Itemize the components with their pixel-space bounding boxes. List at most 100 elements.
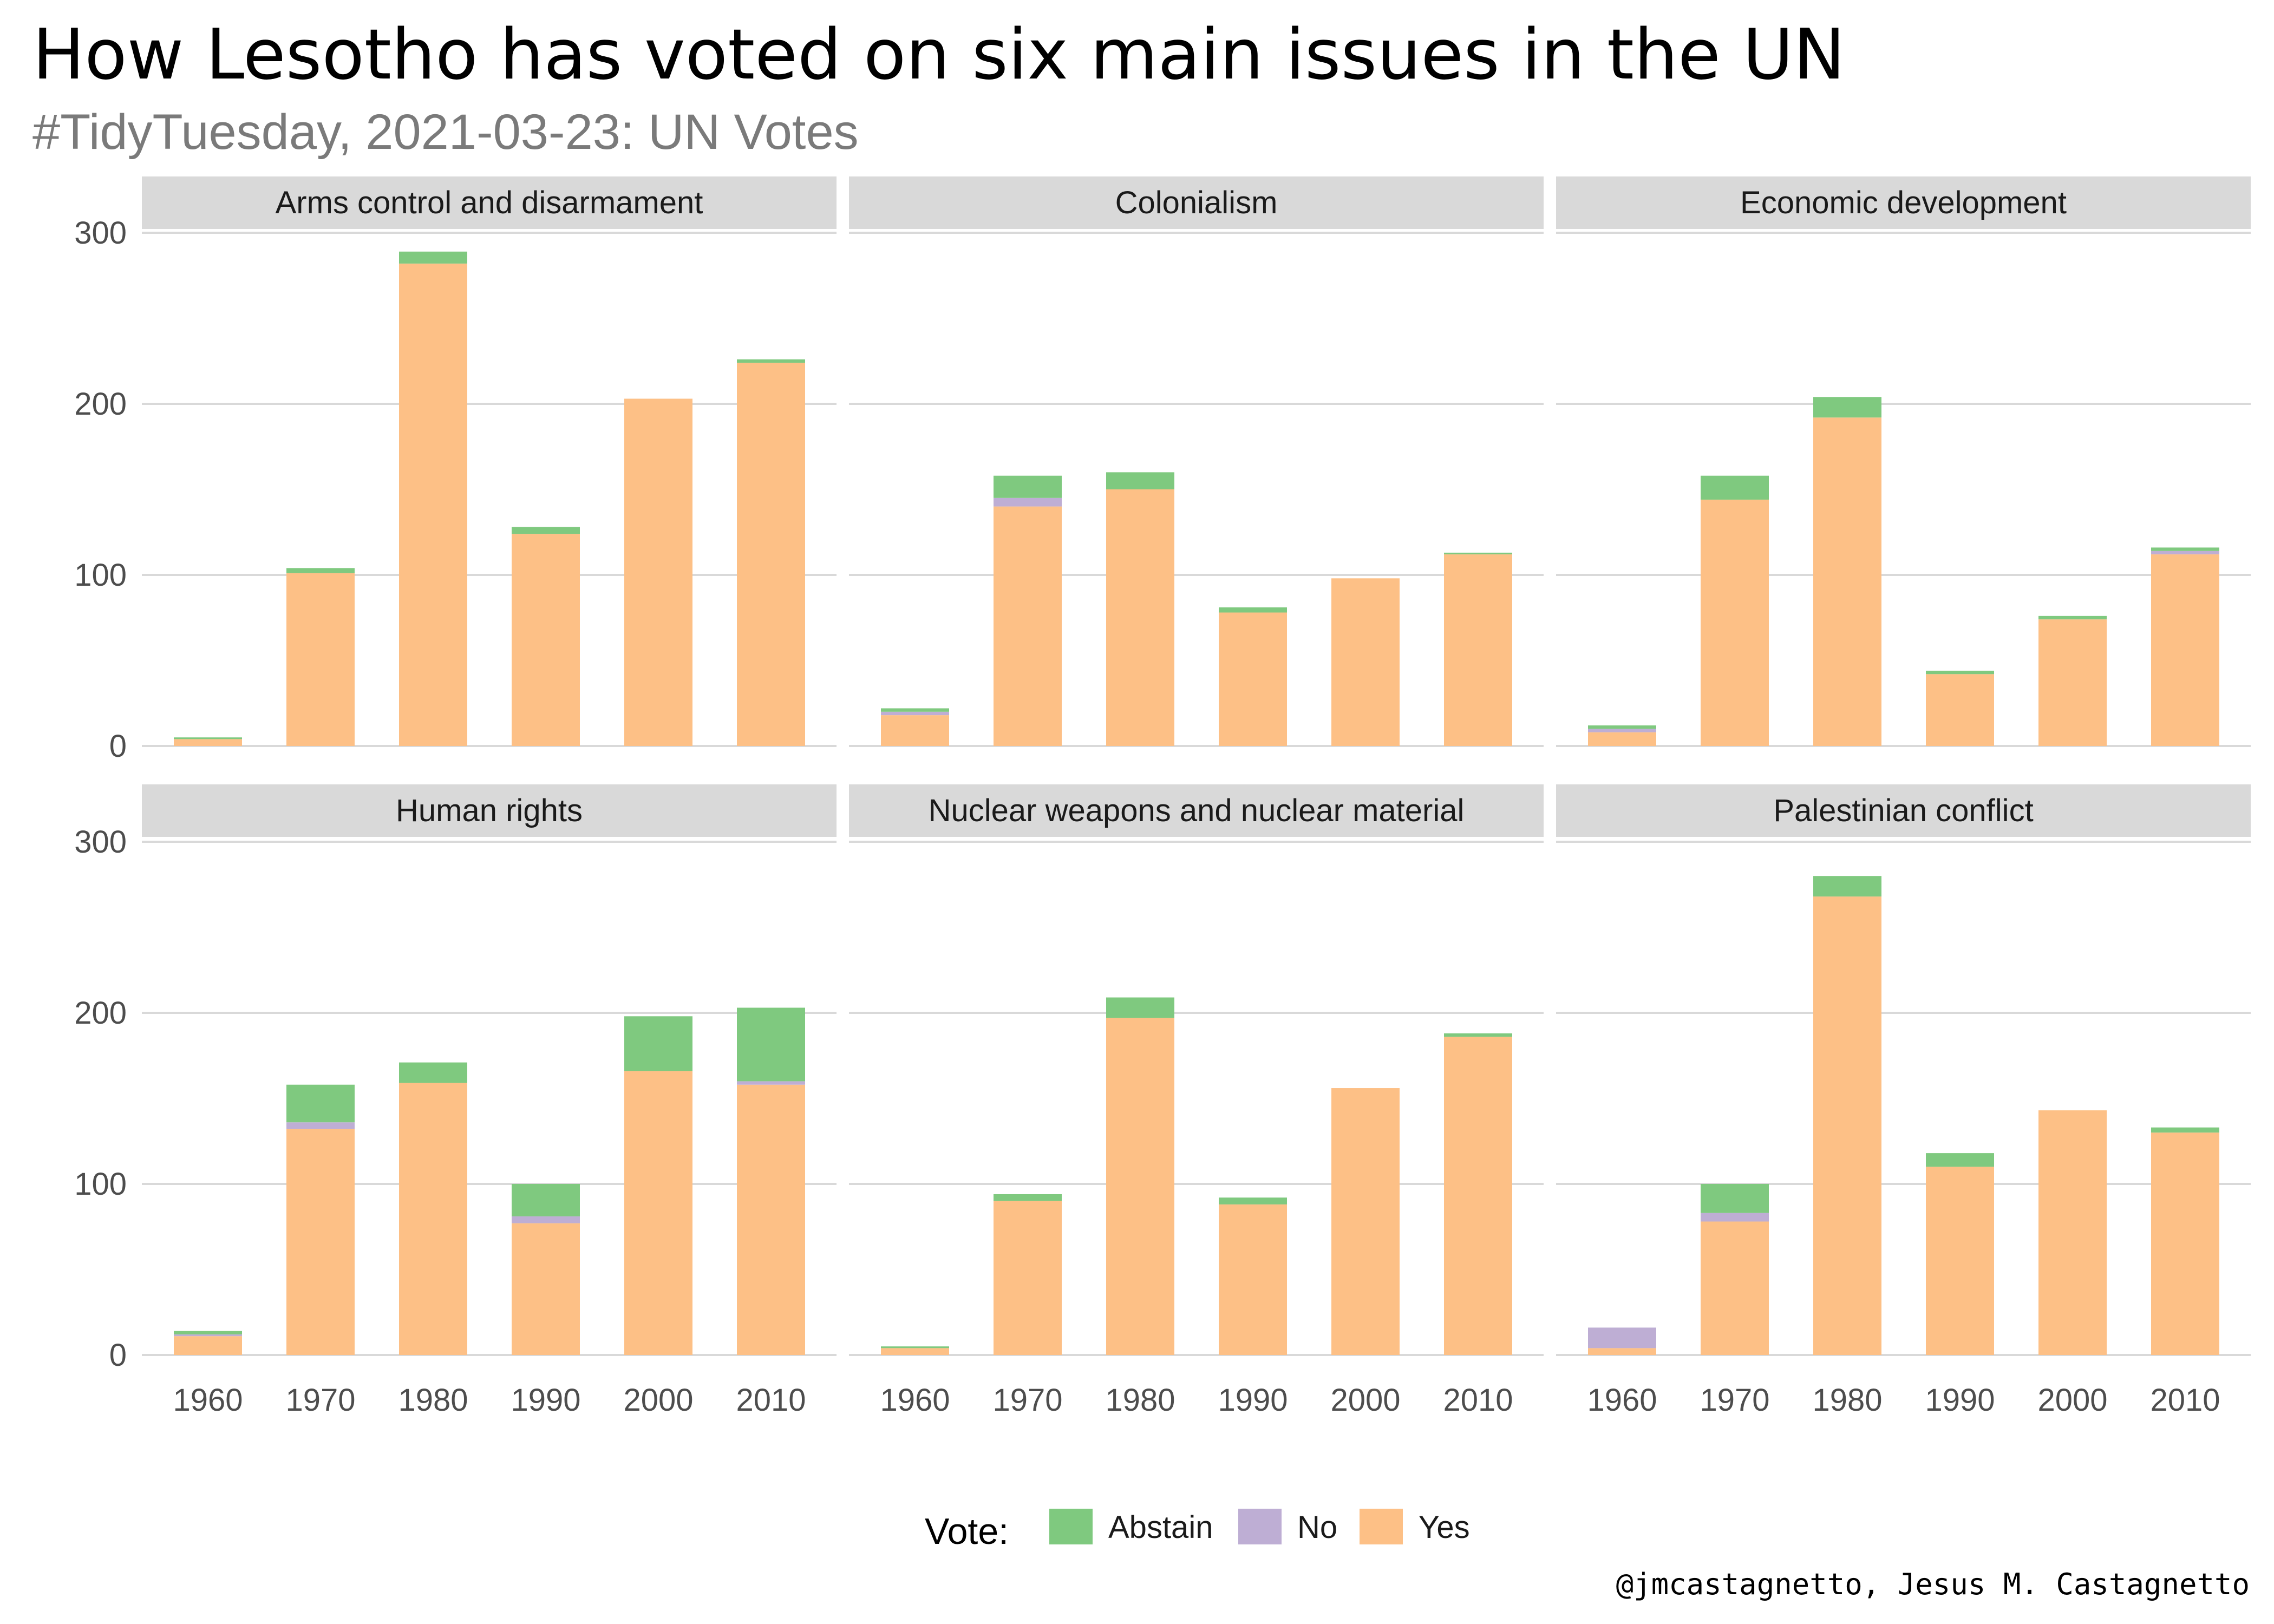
bar-segment-yes — [1106, 1018, 1174, 1355]
x-tick-label: 1970 — [1700, 1383, 1769, 1418]
facet-strip — [849, 176, 1544, 229]
y-tick-label: 200 — [74, 387, 127, 422]
y-tick-label: 200 — [74, 996, 127, 1031]
x-tick-label: 2000 — [2037, 1383, 2107, 1418]
bar-segment-yes — [1588, 1348, 1656, 1355]
y-tick-label: 0 — [109, 729, 127, 764]
bar-segment-abstain — [174, 1331, 242, 1335]
bar-segment-yes — [174, 1336, 242, 1355]
x-tick-label: 1980 — [398, 1383, 468, 1418]
bar-segment-abstain — [1813, 876, 1881, 897]
bar-segment-abstain — [174, 737, 242, 739]
bar-segment-abstain — [1444, 552, 1512, 555]
x-tick-label: 1960 — [880, 1383, 950, 1418]
facet-title: Arms control and disarmament — [276, 185, 703, 220]
bar-segment-yes — [512, 1223, 580, 1355]
bar-segment-yes — [286, 1129, 355, 1355]
facet-title: Human rights — [396, 793, 583, 828]
bar-segment-yes — [399, 263, 467, 746]
facet-strip — [849, 784, 1544, 837]
facet-panels: Arms control and disarmament 0 100 200 300 Co… — [74, 176, 2251, 1418]
bar-segment-yes — [1926, 674, 1994, 746]
bar-segment-abstain — [512, 527, 580, 534]
bar-segment-abstain — [512, 1184, 580, 1217]
bar-segment-abstain — [1444, 1033, 1512, 1037]
facet-panel: Arms control and disarmament 0 100 200 300 — [74, 176, 837, 764]
y-tick-label: 100 — [74, 1167, 127, 1202]
chart-caption: @jmcastagnetto, Jesus M. Castagnetto — [1616, 1567, 2250, 1601]
bar-segment-abstain — [1813, 397, 1881, 418]
bar-segment-abstain — [881, 708, 949, 712]
legend-key-no — [1238, 1509, 1282, 1544]
bar-segment-abstain — [1926, 1153, 1994, 1167]
legend-key-yes — [1360, 1509, 1403, 1544]
bar-segment-yes — [994, 506, 1062, 746]
bar-segment-yes — [1926, 1167, 1994, 1355]
facet-panel: Colonialism — [849, 176, 1544, 747]
bar-segment-no — [1701, 1213, 1769, 1222]
facet-title: Colonialism — [1115, 185, 1278, 220]
bar-segment-abstain — [1106, 472, 1174, 489]
bar-segment-abstain — [2038, 615, 2107, 620]
bar-segment-yes — [2038, 1110, 2107, 1355]
bar-segment-yes — [624, 1071, 692, 1355]
legend-key-abstain — [1049, 1509, 1093, 1544]
bar-segment-yes — [286, 573, 355, 746]
bar-segment-yes — [2151, 1132, 2219, 1355]
bar-segment-abstain — [1219, 1197, 1287, 1204]
bar-segment-yes — [1331, 578, 1400, 746]
bar-segment-yes — [2038, 619, 2107, 746]
x-tick-label: 1960 — [1587, 1383, 1657, 1418]
bar-segment-abstain — [737, 359, 805, 363]
bar-segment-yes — [399, 1083, 467, 1355]
facet-title: Palestinian conflict — [1773, 793, 2033, 828]
bar-segment-abstain — [881, 1346, 949, 1348]
facet-strip — [142, 784, 837, 837]
x-tick-label: 2010 — [1443, 1383, 1513, 1418]
bar-segment-abstain — [1588, 725, 1656, 729]
bar-segment-yes — [1701, 499, 1769, 746]
y-tick-label: 100 — [74, 558, 127, 593]
bar-segment-yes — [512, 534, 580, 746]
facet-title: Economic development — [1740, 185, 2067, 220]
bar-segment-yes — [881, 715, 949, 746]
bar-segment-abstain — [1219, 607, 1287, 613]
bar-segment-abstain — [624, 1016, 692, 1071]
facet-panel: Human rights 0 100 200 300 1960 1970 1980 1990 20… — [74, 784, 837, 1418]
bar-segment-abstain — [286, 568, 355, 573]
facet-strip — [1556, 176, 2251, 229]
bar-segment-abstain — [1701, 1184, 1769, 1213]
bar-segment-abstain — [737, 1007, 805, 1082]
bar-segment-yes — [624, 398, 692, 746]
x-tick-label: 1990 — [1218, 1383, 1288, 1418]
x-tick-label: 1960 — [173, 1383, 243, 1418]
y-tick-label: 300 — [74, 824, 127, 860]
x-tick-label: 2010 — [736, 1383, 806, 1418]
bar-segment-yes — [737, 363, 805, 746]
bar-segment-no — [2151, 551, 2219, 555]
bar-segment-yes — [1444, 1037, 1512, 1355]
bar-segment-abstain — [1701, 475, 1769, 500]
bar-segment-abstain — [399, 1062, 467, 1083]
x-tick-label: 2000 — [623, 1383, 693, 1418]
bar-segment-no — [737, 1081, 805, 1085]
bar-segment-yes — [2151, 554, 2219, 746]
bar-segment-no — [174, 1334, 242, 1337]
legend-label: Yes — [1419, 1510, 1470, 1545]
bar-segment-abstain — [2151, 547, 2219, 551]
bar-segment-no — [286, 1122, 355, 1129]
bar-segment-abstain — [286, 1084, 355, 1123]
bar-segment-yes — [1588, 732, 1656, 746]
legend-label: No — [1297, 1510, 1337, 1545]
bar-segment-yes — [1219, 1204, 1287, 1355]
bar-segment-yes — [881, 1348, 949, 1355]
bar-segment-abstain — [1106, 997, 1174, 1018]
x-tick-label: 1970 — [285, 1383, 355, 1418]
x-tick-label: 1980 — [1105, 1383, 1175, 1418]
bar-segment-abstain — [1926, 670, 1994, 675]
chart-subtitle: #TidyTuesday, 2021-03-23: UN Votes — [32, 104, 859, 160]
legend: Vote: Abstain No Yes — [925, 1509, 1470, 1552]
bar-segment-no — [994, 497, 1062, 507]
bar-segment-yes — [994, 1201, 1062, 1355]
